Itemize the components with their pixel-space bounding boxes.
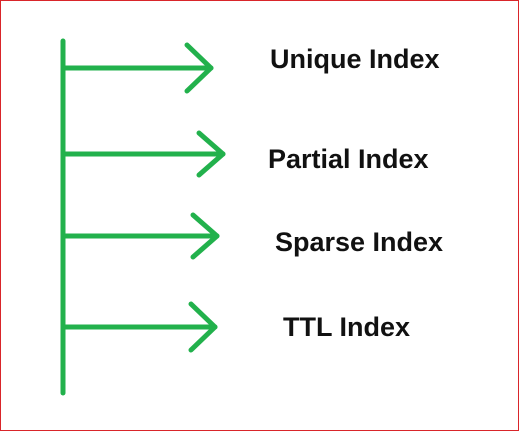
arrow-unique-index: [60, 42, 214, 94]
label-ttl-index: TTL Index: [283, 312, 411, 342]
label-partial-index: Partial Index: [268, 144, 429, 174]
label-sparse-index: Sparse Index: [275, 227, 444, 257]
arrow-partial-index: [60, 130, 226, 178]
label-unique-index: Unique Index: [270, 44, 440, 74]
arrow-sparse-index: [60, 212, 220, 260]
arrow-ttl-index: [60, 301, 218, 353]
